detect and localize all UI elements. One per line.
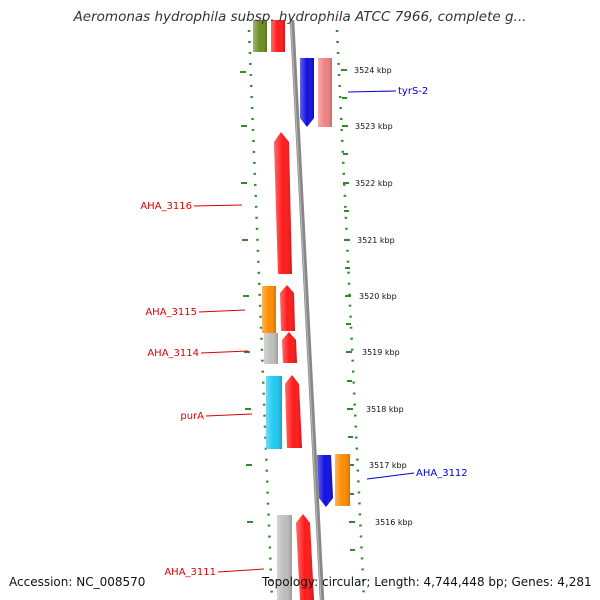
tick-label: 3524 kbp: [354, 66, 392, 75]
genome-backbone: [289, 19, 325, 600]
tick-label: 3516 kbp: [375, 518, 413, 527]
tick-label: 3521 kbp: [357, 236, 395, 245]
gene-label-AHA_3114[interactable]: AHA_3114: [147, 348, 199, 359]
tick-label: 3519 kbp: [362, 348, 400, 357]
scale-labels: 3524 kbp 3523 kbp 3522 kbp 3521 kbp 3520…: [354, 66, 413, 527]
gene-features: [253, 20, 350, 600]
map-title: Aeromonas hydrophila subsp. hydrophila A…: [73, 9, 527, 25]
gene-label-purA[interactable]: purA: [180, 411, 204, 422]
label-leaders: [193, 90, 415, 573]
tick-label: 3518 kbp: [366, 405, 404, 414]
topology-summary: Topology: circular; Length: 4,744,448 bp…: [262, 575, 592, 589]
major-ticks: [341, 69, 355, 523]
tick-label: 3523 kbp: [355, 122, 393, 131]
tick-label: 3517 kbp: [369, 461, 407, 470]
accession-label: Accession: NC_008570: [9, 575, 146, 589]
gene-label-AHA_3111[interactable]: AHA_3111: [164, 567, 216, 578]
gene-label-AHA_3112[interactable]: AHA_3112: [416, 468, 468, 479]
gene-labels: AHA_3116 AHA_3115 AHA_3114 purA AHA_3111…: [140, 86, 467, 578]
tick-label: 3520 kbp: [359, 292, 397, 301]
gene-label-tyrS-2[interactable]: tyrS-2: [398, 86, 428, 97]
outer-dotted-boundary: [335, 29, 366, 600]
gene-label-AHA_3116[interactable]: AHA_3116: [140, 201, 192, 212]
tick-label: 3522 kbp: [355, 179, 393, 188]
minor-ticks: [240, 71, 355, 551]
gene-label-AHA_3115[interactable]: AHA_3115: [145, 307, 197, 318]
